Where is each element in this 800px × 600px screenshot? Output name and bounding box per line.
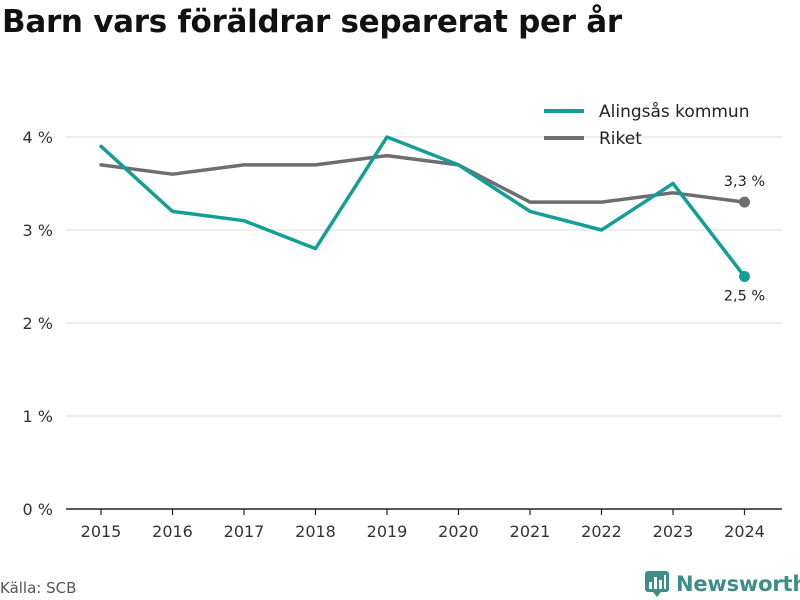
- end-marker-riket: [739, 196, 750, 208]
- x-tick-label: 2023: [653, 522, 694, 541]
- y-tick-label: 3 %: [23, 221, 53, 240]
- chart-title: Barn vars föräldrar separerat per år: [2, 4, 622, 40]
- source-note: Källa: SCB: [0, 579, 77, 597]
- x-tick-label: 2019: [367, 522, 408, 541]
- x-tick-label: 2022: [581, 522, 622, 541]
- x-tick-label: 2021: [510, 522, 551, 541]
- series-line-alingsas: [99, 135, 747, 279]
- gridlines: [66, 136, 782, 417]
- x-tick-label: 2018: [295, 522, 336, 541]
- legend-label: Riket: [599, 129, 642, 149]
- end-label-riket: 3,3 %: [724, 174, 765, 190]
- x-axis: 2015 2016 2017 2018 2019 2020 2021 2022 2023 2024: [66, 508, 782, 541]
- y-tick-label: 0 %: [23, 500, 53, 519]
- end-marker-alingsas: [739, 271, 750, 282]
- y-axis-tick-labels: 0 % 1 % 2 % 3 % 4 %: [23, 128, 53, 519]
- brand-logo: Newsworthy: [645, 571, 800, 597]
- series-end-markers: 2,5 % 3,3 %: [724, 174, 765, 304]
- y-tick-label: 4 %: [23, 128, 53, 147]
- x-tick-label: 2024: [724, 522, 765, 541]
- brand-name: Newsworthy: [676, 572, 800, 596]
- x-tick-label: 2015: [81, 522, 122, 541]
- series-lines: [99, 135, 747, 279]
- legend-label: Alingsås kommun: [599, 101, 750, 122]
- y-tick-label: 2 %: [23, 314, 53, 333]
- end-label-alingsas: 2,5 %: [724, 289, 765, 305]
- y-tick-label: 1 %: [23, 407, 53, 426]
- series-line-riket: [99, 153, 747, 204]
- x-tick-label: 2017: [224, 522, 265, 541]
- bar-chart-logo-icon: [645, 571, 669, 597]
- legend: Alingsås kommun Riket: [544, 101, 750, 149]
- x-tick-label: 2020: [438, 522, 479, 541]
- x-tick-label: 2016: [152, 522, 193, 541]
